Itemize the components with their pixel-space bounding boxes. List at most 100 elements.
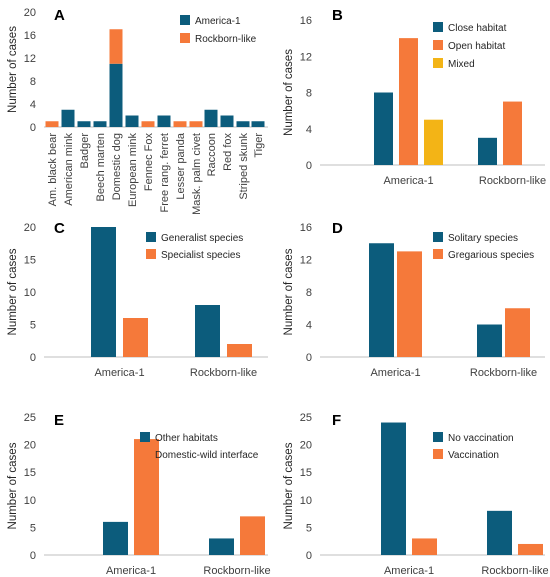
x-tick-label: Rockborn-like: [203, 565, 270, 577]
bar: [227, 344, 252, 357]
y-tick-label: 20: [24, 222, 36, 234]
y-axis-label: Number of cases: [283, 49, 295, 136]
y-tick-label: 8: [306, 88, 312, 100]
panel-letter: A: [54, 7, 65, 24]
y-tick-label: 12: [24, 53, 36, 65]
bar: [477, 324, 502, 357]
bar: [195, 305, 220, 357]
x-tick-label: Tiger: [253, 133, 265, 158]
bar: [109, 29, 123, 64]
x-tick-label: Rockborn-like: [481, 565, 548, 577]
x-tick-label: Mask. palm civet: [191, 133, 203, 215]
x-tick-label: America-1: [384, 565, 434, 577]
bar: [77, 121, 91, 127]
legend-swatch: [433, 432, 443, 442]
bar: [125, 115, 139, 127]
legend-swatch: [433, 40, 443, 50]
bar: [478, 137, 497, 165]
y-axis-label: Number of cases: [283, 248, 295, 335]
y-tick-label: 12: [300, 51, 312, 63]
legend-swatch: [180, 33, 190, 43]
y-tick-label: 16: [300, 222, 312, 234]
bar: [103, 521, 128, 555]
bar: [518, 543, 543, 555]
panel-f: 0 5 10 15 20 25 Number of cases F America-1 Rockb…: [283, 412, 549, 577]
panel-e: 0 5 10 15 20 25 Number of cases E America-1 Rockb…: [7, 412, 271, 577]
y-tick-label: 10: [24, 287, 36, 299]
legend-swatch: [140, 432, 150, 442]
bar: [61, 109, 75, 127]
legend-label: America-1: [195, 16, 241, 27]
x-tick-label: Beech marten: [95, 133, 107, 201]
x-tick-label: Free rang. ferret: [159, 133, 171, 212]
y-axis-label: Number of cases: [7, 26, 19, 113]
y-tick-label: 0: [30, 550, 36, 562]
panel-a: 0 4 8 12 16 20 Number of cases A Am. black bear A…: [7, 7, 268, 215]
x-tick-label: Am. black bear: [47, 133, 59, 207]
bar: [157, 115, 171, 127]
legend-label: Mixed: [448, 59, 475, 70]
bar: [123, 318, 148, 357]
y-tick-label: 10: [300, 495, 312, 507]
bar: [204, 109, 218, 127]
panel-b: 0 4 8 12 16 Number of cases B America-1 Rockborn…: [283, 7, 546, 187]
panel-c: 0 5 10 15 20 Number of cases C America-1 Rockbor…: [7, 220, 268, 379]
y-tick-label: 25: [300, 412, 312, 424]
bar: [369, 243, 394, 357]
x-tick-label: America-1: [94, 367, 144, 379]
y-tick-label: 0: [30, 352, 36, 364]
x-tick-label: America-1: [370, 367, 420, 379]
y-tick-label: 4: [30, 99, 36, 111]
x-tick-label: Red fox: [222, 133, 234, 171]
bar: [109, 63, 123, 127]
y-tick-label: 5: [30, 522, 36, 534]
bar: [209, 538, 234, 555]
y-tick-label: 8: [30, 76, 36, 88]
legend-swatch: [146, 249, 156, 259]
legend-label: No vaccination: [448, 433, 514, 444]
bar: [374, 92, 393, 165]
bar: [45, 121, 59, 127]
legend: Other habitats Domestic-wild interface: [140, 432, 259, 461]
bar: [173, 121, 187, 127]
panel-letter: E: [54, 412, 64, 429]
y-tick-label: 12: [300, 255, 312, 267]
bar: [240, 516, 265, 555]
y-tick-label: 15: [24, 255, 36, 267]
bar: [381, 422, 406, 555]
legend-label: Other habitats: [155, 433, 218, 444]
y-tick-label: 5: [306, 522, 312, 534]
x-tick-label: European mink: [127, 133, 139, 207]
bar: [412, 538, 437, 555]
legend-swatch: [146, 232, 156, 242]
legend-label: Vaccination: [448, 450, 499, 461]
y-axis-label: Number of cases: [283, 442, 295, 529]
legend: Close habitat Open habitat Mixed: [433, 22, 507, 70]
legend-swatch: [433, 232, 443, 242]
bar: [236, 121, 250, 127]
y-tick-label: 4: [306, 124, 312, 136]
bar: [220, 115, 234, 127]
x-tick-label: America-1: [383, 175, 433, 187]
legend-swatch: [433, 249, 443, 259]
y-tick-label: 8: [306, 287, 312, 299]
legend: Generalist species Specialist species: [146, 232, 243, 261]
x-tick-label: America-1: [106, 565, 156, 577]
bar: [91, 227, 116, 357]
legend-label: Generalist species: [161, 233, 243, 244]
y-tick-label: 4: [306, 320, 312, 332]
bar: [487, 510, 512, 555]
legend-swatch: [433, 58, 443, 68]
x-tick-label: Domestic dog: [111, 133, 123, 200]
legend-label: Solitary species: [448, 233, 518, 244]
legend-swatch: [140, 449, 150, 459]
bar: [399, 38, 418, 165]
x-tick-label: American mink: [63, 133, 75, 206]
bar: [141, 121, 155, 127]
x-tick-label: Badger: [79, 133, 91, 169]
y-tick-label: 16: [300, 15, 312, 27]
y-tick-label: 0: [30, 122, 36, 134]
x-tick-label: Rockborn-like: [190, 367, 257, 379]
bar: [189, 121, 203, 127]
y-tick-label: 15: [24, 467, 36, 479]
